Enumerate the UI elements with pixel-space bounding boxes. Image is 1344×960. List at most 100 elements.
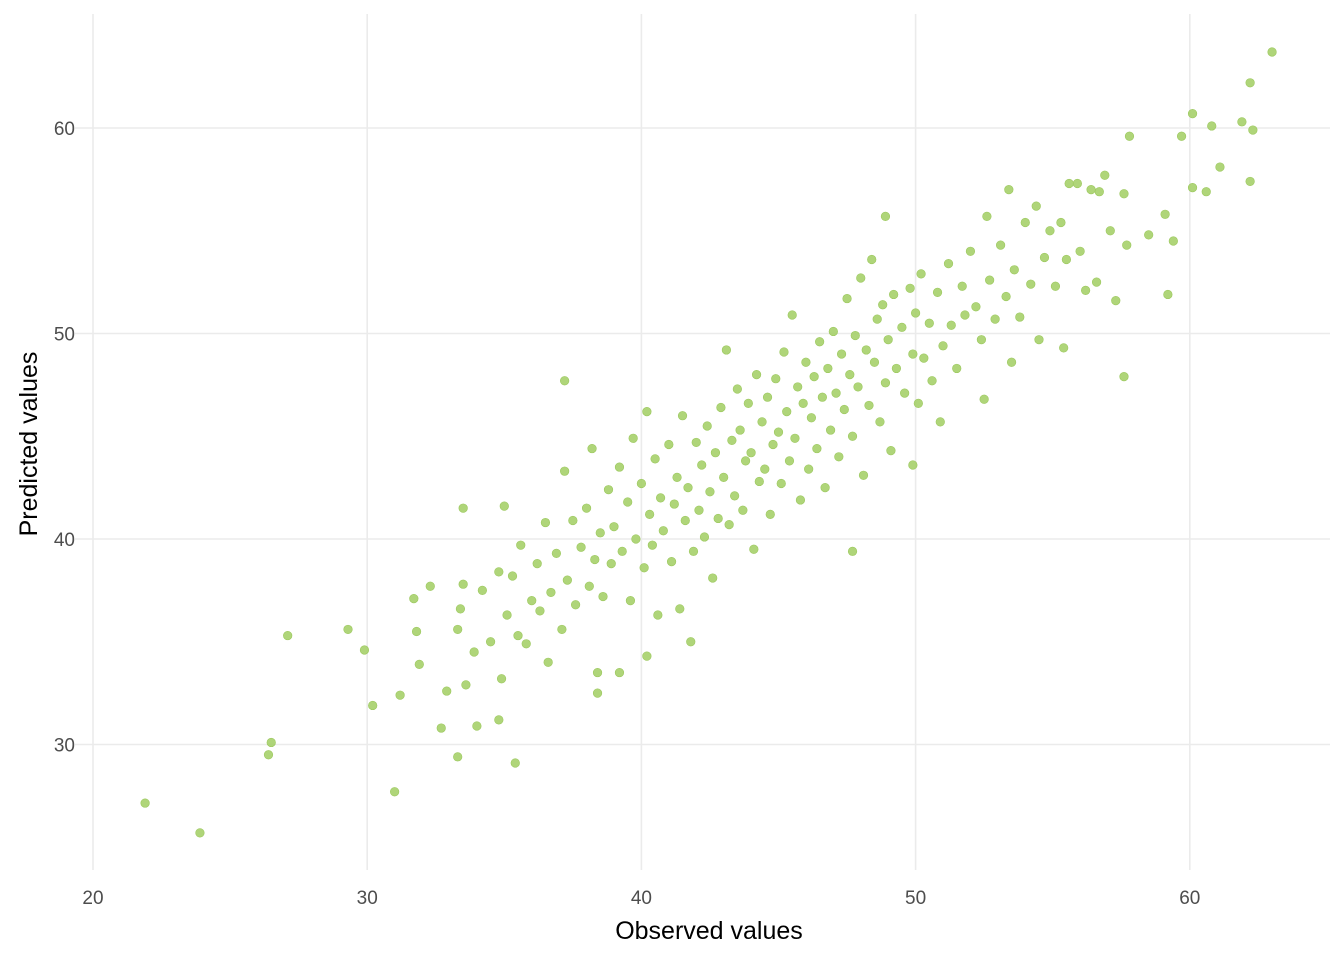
data-point: [880, 378, 891, 388]
data-point: [1237, 117, 1247, 127]
data-point: [642, 651, 652, 661]
data-point: [1004, 185, 1014, 195]
data-point: [675, 604, 685, 614]
data-point: [1245, 176, 1255, 187]
data-point: [686, 637, 696, 647]
data-point: [1160, 209, 1170, 219]
data-point: [647, 540, 657, 550]
data-point: [1045, 226, 1055, 236]
data-point: [551, 548, 561, 558]
y-axis-title: Predicted values: [15, 352, 43, 537]
data-point: [609, 522, 619, 532]
data-point: [812, 443, 822, 454]
data-point: [910, 308, 921, 318]
data-point: [560, 376, 570, 386]
data-point: [570, 600, 581, 610]
data-point: [560, 466, 570, 476]
data-point: [568, 515, 578, 526]
data-point: [1094, 187, 1104, 197]
data-point: [453, 624, 463, 635]
data-point: [642, 406, 652, 417]
data-point: [414, 659, 424, 669]
data-point: [924, 318, 934, 328]
data-point: [592, 688, 603, 698]
data-point: [546, 587, 556, 598]
data-point: [623, 497, 633, 507]
x-tick-label: 50: [905, 888, 926, 909]
data-point: [1267, 47, 1277, 57]
data-point: [1187, 182, 1198, 193]
data-point: [823, 363, 833, 374]
data-point: [740, 456, 751, 466]
data-point: [595, 528, 605, 538]
data-point: [1091, 277, 1102, 287]
data-point: [1009, 265, 1019, 275]
y-tick-label: 30: [54, 736, 75, 757]
data-point: [1015, 312, 1025, 322]
data-point: [343, 624, 353, 635]
data-point: [411, 626, 422, 637]
data-point: [965, 246, 976, 256]
data-point: [839, 404, 849, 415]
data-point: [806, 413, 817, 423]
data-point: [1061, 254, 1072, 265]
data-point: [1001, 291, 1011, 302]
data-point: [645, 509, 655, 519]
data-point: [891, 363, 902, 374]
data-point: [820, 483, 830, 493]
data-point: [590, 554, 600, 565]
data-point: [850, 330, 860, 341]
data-point: [1064, 178, 1074, 189]
data-point: [757, 417, 767, 427]
data-point: [458, 503, 468, 513]
data-point: [779, 347, 789, 357]
data-point: [856, 273, 866, 283]
data-point: [836, 349, 847, 359]
data-point: [691, 437, 701, 448]
data-point: [809, 372, 819, 382]
data-point: [436, 723, 446, 733]
data-point: [699, 532, 710, 542]
data-point: [1122, 240, 1132, 250]
data-point: [765, 509, 775, 519]
data-point: [1187, 109, 1198, 119]
data-point: [606, 559, 616, 569]
data-point: [716, 402, 726, 413]
data-point: [653, 610, 663, 620]
data-point: [631, 534, 641, 544]
data-point: [587, 443, 597, 454]
data-point: [472, 721, 482, 731]
data-point: [617, 546, 627, 556]
data-point: [477, 585, 487, 595]
data-point: [743, 398, 753, 408]
data-point: [1119, 189, 1129, 199]
data-point: [768, 439, 778, 450]
data-point: [1168, 236, 1178, 246]
data-point: [458, 579, 468, 589]
data-point: [883, 335, 893, 345]
data-point: [815, 337, 825, 347]
data-point: [469, 647, 479, 657]
data-point: [784, 456, 795, 466]
data-point: [1081, 285, 1091, 295]
data-point: [507, 571, 518, 581]
data-point: [938, 341, 948, 351]
data-point: [867, 254, 877, 265]
data-point: [798, 398, 808, 408]
data-point: [858, 470, 869, 480]
data-point: [932, 287, 943, 298]
data-point: [1100, 170, 1110, 180]
x-tick-label: 60: [1179, 888, 1200, 909]
data-point: [1124, 131, 1135, 141]
data-point: [979, 394, 989, 404]
data-point: [543, 657, 553, 667]
data-point: [510, 758, 520, 768]
data-point: [1144, 230, 1154, 240]
data-point: [842, 293, 852, 304]
data-point: [713, 513, 723, 524]
data-point: [787, 310, 797, 320]
data-point: [790, 433, 800, 443]
data-point: [1075, 246, 1085, 256]
data-point: [913, 398, 923, 408]
data-point: [532, 559, 542, 569]
